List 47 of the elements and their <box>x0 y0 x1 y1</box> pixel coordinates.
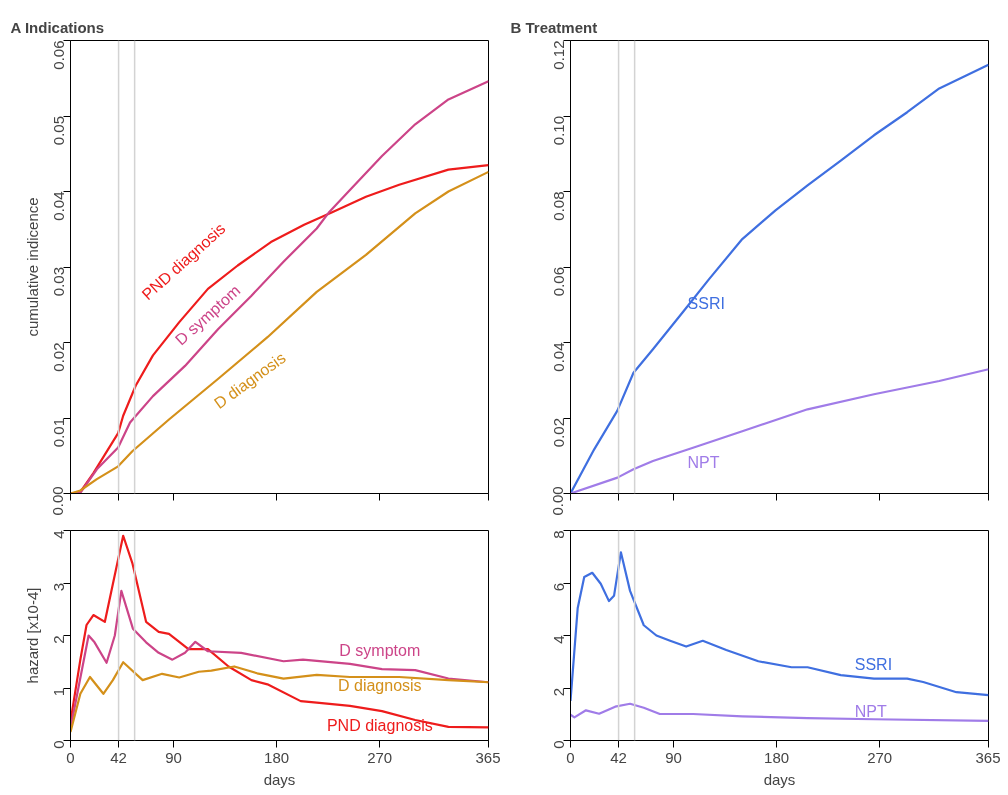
y-tick-label: 0.04 <box>49 191 67 221</box>
y-tick-label: 0 <box>49 740 67 749</box>
y-tick-label: 0.12 <box>549 40 567 70</box>
y-tick-label: 0 <box>549 740 567 749</box>
y-tick-label: 0.06 <box>549 266 567 297</box>
x-axis-title: days <box>763 770 796 788</box>
y-tick-label: 0.04 <box>549 342 567 372</box>
x-tick-label: 42 <box>110 748 127 766</box>
y-tick-label: 0.10 <box>549 115 567 146</box>
x-tick-label: 270 <box>367 748 393 766</box>
y-tick-label: 0.02 <box>49 342 67 372</box>
y-tick-label: 0.08 <box>549 191 567 221</box>
y-tick-label: 4 <box>49 530 67 539</box>
y-tick-label: 0.00 <box>49 486 67 516</box>
x-tick-label: 180 <box>264 748 290 766</box>
y-tick-label: 4 <box>549 635 567 644</box>
chart-title: B Treatment <box>510 18 598 36</box>
series-label: PND diagnosis <box>326 717 433 735</box>
y-tick-label: 0.05 <box>49 115 67 146</box>
x-tick-label: 365 <box>475 748 501 766</box>
y-tick-label: 8 <box>549 530 567 539</box>
y-tick-label: 3 <box>49 583 67 592</box>
series-label: SSRI <box>687 295 725 313</box>
x-tick-label: 365 <box>975 748 1001 766</box>
y-tick-label: 6 <box>549 583 567 592</box>
y-tick-label: 0.06 <box>49 40 67 70</box>
series-label: D diagnosis <box>338 677 422 695</box>
x-tick-label: 42 <box>610 748 627 766</box>
x-tick-label: 270 <box>867 748 893 766</box>
y-tick-label: 0.03 <box>49 266 67 297</box>
y-tick-label: 2 <box>549 688 567 697</box>
y-tick-label: 0.00 <box>549 486 567 516</box>
y-tick-label: 2 <box>49 635 67 644</box>
x-tick-label: 90 <box>665 748 682 766</box>
series-label: SSRI <box>854 656 893 674</box>
x-axis-title: days <box>263 770 296 788</box>
y-tick-label: 0.02 <box>549 417 567 448</box>
x-tick-label: 180 <box>764 748 790 766</box>
series-label: D symptom <box>339 641 421 659</box>
x-tick-label: 90 <box>165 748 182 766</box>
y-axis-title: hazard [x10-4] <box>23 587 41 684</box>
y-tick-label: 1 <box>49 688 67 697</box>
series-label: NPT <box>687 453 720 471</box>
y-tick-label: 0.01 <box>49 417 67 448</box>
series-label: NPT <box>854 702 887 720</box>
chart-title: A Indications <box>10 18 105 36</box>
y-axis-title: cumulative indicence <box>23 197 41 337</box>
